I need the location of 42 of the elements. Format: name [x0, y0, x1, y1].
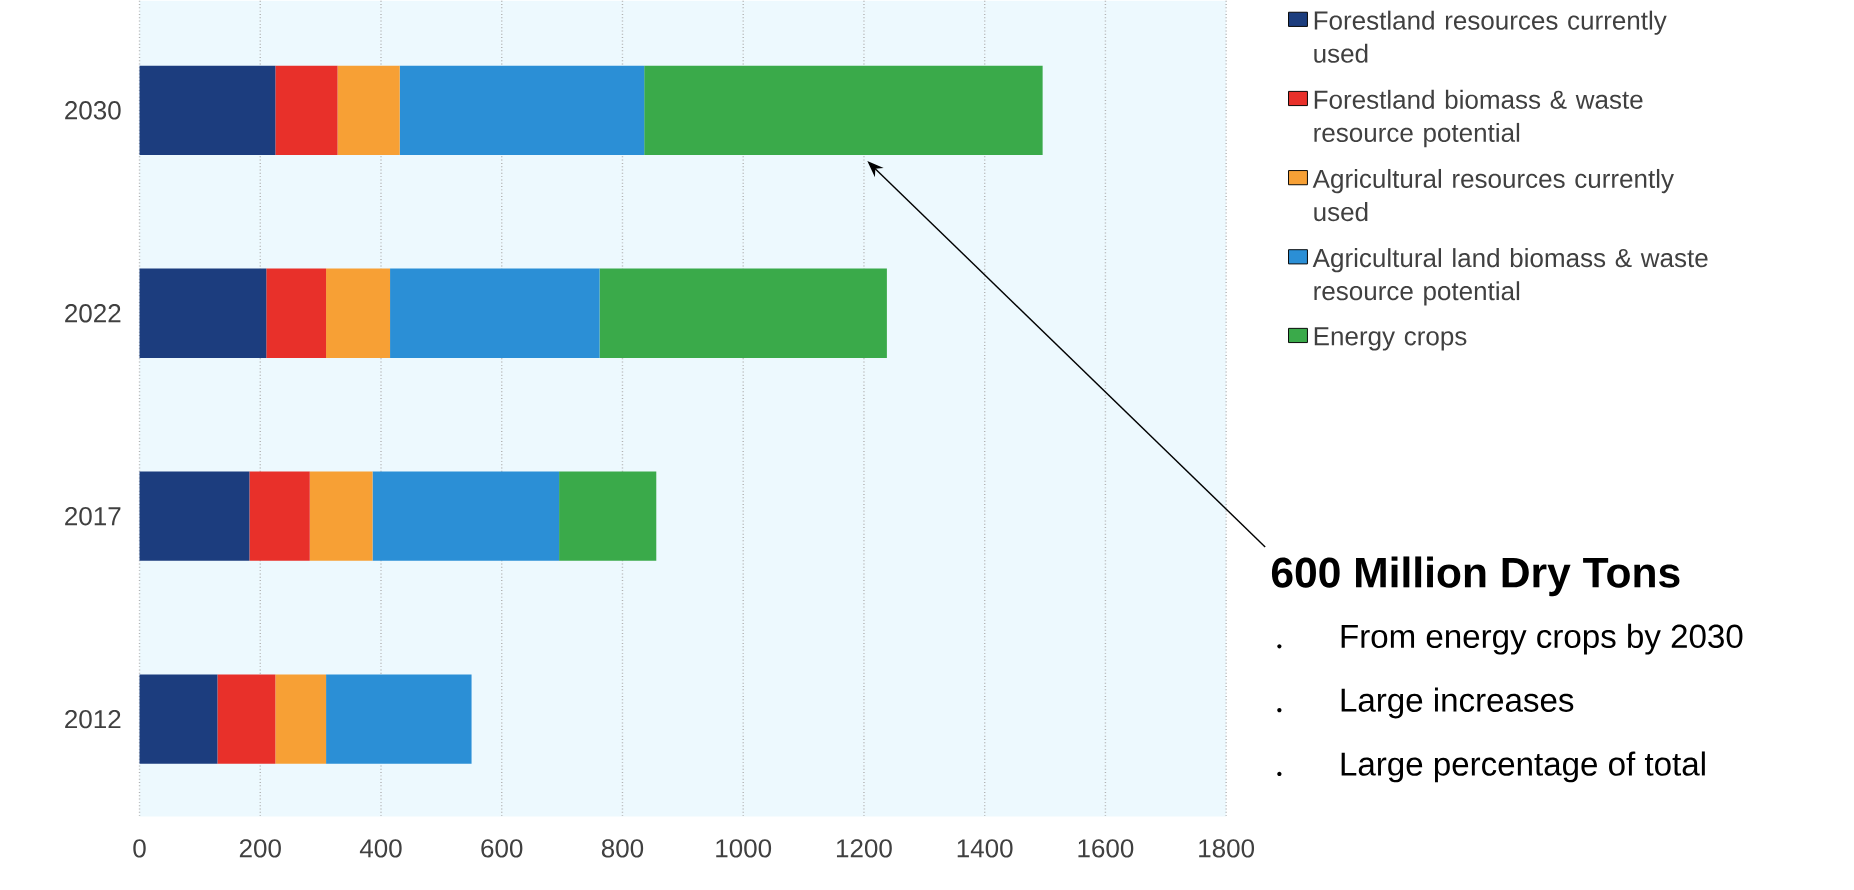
bar: [139, 471, 250, 561]
bar: [217, 674, 276, 764]
legend-label: Energy crops: [1314, 327, 1467, 351]
x-tick-label: 1000: [716, 839, 772, 858]
x-tick-label: 1400: [957, 839, 1013, 858]
bar: [139, 674, 218, 764]
bar: [326, 674, 472, 764]
bar: [372, 471, 560, 561]
text: 600 Million Dry Tons: [1271, 556, 1680, 597]
legend-label: Forestland biomass & waste resource potential: [1314, 89, 1643, 148]
y-tick-label: 2030: [65, 101, 121, 120]
y-tick-label: 2022: [65, 304, 121, 323]
legend-label: Agricultural land biomass & waste resource potential: [1312, 248, 1708, 306]
bar: [139, 268, 267, 358]
x-tick-label: 400: [359, 839, 402, 858]
legend-label: Agricultural resources currently used: [1312, 169, 1674, 222]
bar: [390, 268, 600, 358]
bar: [139, 65, 276, 156]
y-tick-label: 2017: [65, 507, 121, 526]
x-tick-label: 800: [601, 839, 644, 858]
x-tick-label: 1600: [1078, 839, 1134, 858]
x-tick-label: 1200: [836, 839, 892, 858]
legend-label: Forestland resources currently used: [1314, 10, 1667, 63]
y-tick-label: 2012: [65, 710, 121, 729]
bar: [266, 268, 327, 358]
bar: [644, 65, 1043, 156]
bar: [599, 268, 887, 358]
x-tick-label: 0: [133, 839, 146, 858]
bar: [399, 65, 645, 156]
text: Large increases: [1341, 687, 1574, 719]
x-tick-label: 1800: [1199, 839, 1255, 858]
bar: [326, 268, 391, 358]
text: From energy crops by 2030: [1341, 623, 1743, 655]
x-tick-label: 600: [481, 839, 523, 858]
text: Large percentage of total: [1341, 751, 1705, 783]
x-tick-label: 200: [239, 839, 281, 858]
bar: [309, 471, 373, 561]
bar: [559, 471, 657, 561]
bar: [249, 471, 310, 561]
bar: [275, 674, 327, 764]
bar: [337, 65, 400, 156]
bar: [275, 65, 338, 156]
